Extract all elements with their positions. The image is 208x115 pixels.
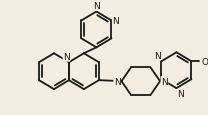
Text: N: N: [63, 53, 70, 62]
Text: N: N: [112, 17, 119, 26]
Text: N: N: [114, 77, 120, 86]
Text: N: N: [93, 2, 100, 11]
Text: N: N: [177, 89, 184, 98]
Text: N: N: [154, 52, 160, 61]
Text: O: O: [201, 57, 208, 66]
Text: N: N: [161, 77, 168, 86]
